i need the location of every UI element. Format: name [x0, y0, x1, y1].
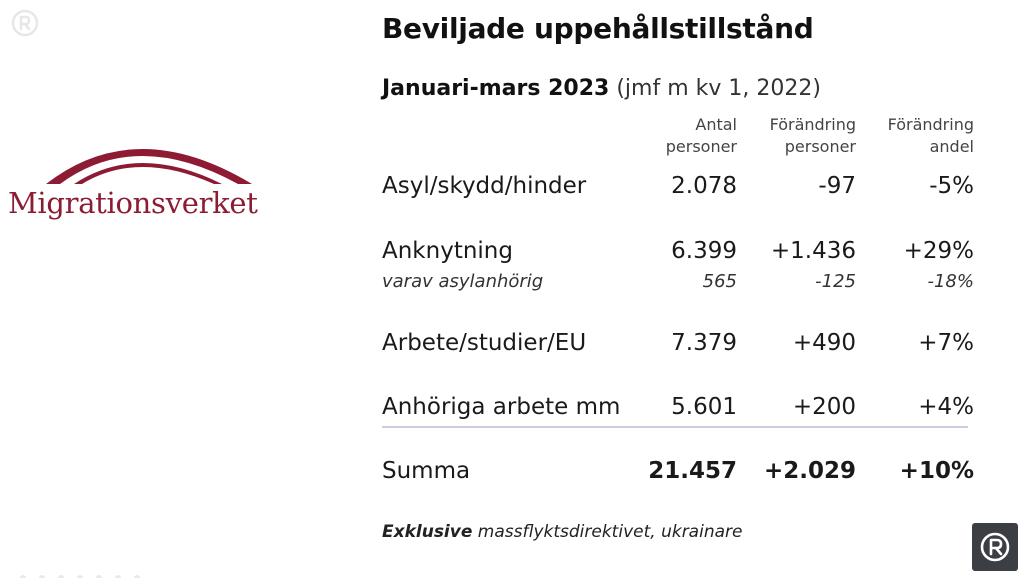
subrow-antal: 565: [702, 271, 737, 292]
row-label: Arbete/studier/EU: [382, 330, 587, 356]
row-change: -97: [818, 173, 856, 199]
column-header-antal: Antal personer: [665, 115, 737, 156]
play-logo-icon: [11, 9, 39, 37]
footnote: Exklusive massflyktsdirektivet, ukrainar…: [382, 522, 742, 542]
period-note: (jmf m kv 1, 2022): [616, 76, 821, 101]
footnote-rest: massflyktsdirektivet, ukrainare: [472, 522, 743, 542]
play-badge-button[interactable]: [972, 523, 1018, 571]
column-header-share: Förändring andel: [887, 115, 974, 156]
row-change: +1.436: [770, 238, 856, 264]
subrow-share: -18%: [927, 271, 974, 292]
row-antal: 7.379: [671, 330, 737, 356]
logo-wordmark: Migrationsverket: [8, 186, 258, 220]
column-header-change: Förändring personer: [769, 115, 856, 156]
total-antal: 21.457: [648, 458, 737, 484]
row-label: Anhöriga arbete mm: [382, 394, 621, 420]
row-share: +4%: [918, 394, 974, 420]
migrationsverket-logo: Migrationsverket: [8, 128, 284, 232]
total-share: +10%: [899, 458, 974, 484]
total-label: Summa: [382, 458, 471, 484]
slide-title: Beviljade uppehållstillstånd: [382, 12, 814, 45]
arch-icon: [46, 149, 252, 184]
row-change: +200: [792, 394, 856, 420]
period-label: Januari-mars 2023: [382, 76, 610, 101]
progress-dots-icon: [20, 575, 140, 578]
row-antal: 6.399: [671, 238, 737, 264]
row-share: -5%: [929, 173, 974, 199]
table-divider: [382, 426, 968, 428]
row-change: +490: [792, 330, 856, 356]
total-change: +2.029: [763, 458, 856, 484]
row-antal: 5.601: [671, 394, 737, 420]
slide-subtitle: Januari-mars 2023 (jmf m kv 1, 2022): [382, 76, 821, 101]
row-share: +29%: [903, 238, 974, 264]
subrow-label: varav asylanhörig: [382, 271, 544, 292]
row-antal: 2.078: [671, 173, 737, 199]
row-label: Asyl/skydd/hinder: [382, 173, 587, 199]
play-logo-icon: [980, 532, 1010, 562]
footnote-bold: Exklusive: [382, 522, 473, 542]
subrow-change: -125: [815, 271, 856, 292]
row-share: +7%: [918, 330, 974, 356]
row-label: Anknytning: [382, 238, 513, 264]
